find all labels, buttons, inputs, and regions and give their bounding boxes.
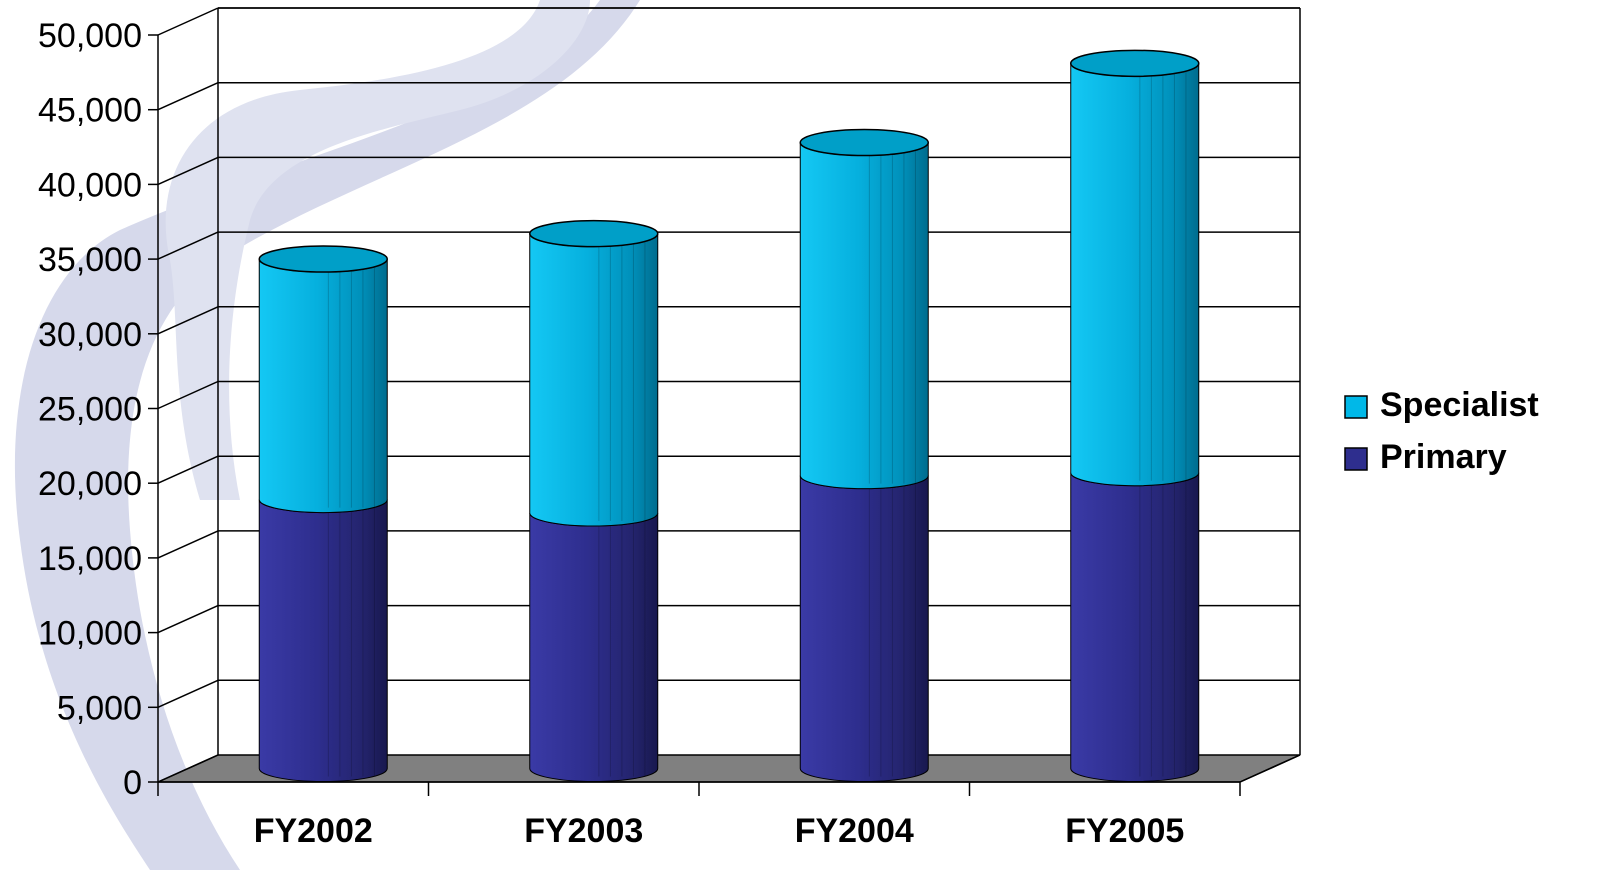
y-tick-label: 50,000	[38, 17, 142, 55]
y-tick-label: 35,000	[38, 241, 142, 279]
bar-segment-primary	[258, 499, 388, 782]
bar-segment-primary	[799, 475, 929, 782]
gridline-side	[157, 604, 219, 634]
gridline-side	[157, 455, 219, 484]
y-tick-label: 0	[123, 764, 142, 802]
plot-area: 0 5,000 10,000 15,000 20,000 25,000 30,000 35,0…	[38, 7, 1301, 850]
bar-segment-specialist	[529, 233, 659, 527]
legend-label-primary: Primary	[1380, 438, 1507, 476]
y-tick-label: 15,000	[38, 540, 142, 578]
y-tick-label: 25,000	[38, 391, 142, 429]
legend-swatch-specialist	[1344, 395, 1368, 419]
bar-segment-specialist	[258, 258, 388, 514]
gridline-side	[157, 7, 219, 36]
legend-swatch-primary	[1344, 447, 1368, 471]
bar-top-cap	[1070, 49, 1200, 78]
bar-segment-primary	[529, 512, 659, 782]
gridline-side	[157, 82, 219, 111]
gridline-side	[157, 754, 219, 783]
gridline-side	[157, 231, 219, 260]
watermark-swirl-inner	[165, 0, 590, 500]
legend-label-specialist: Specialist	[1380, 386, 1539, 424]
bar-top-cap	[799, 128, 929, 157]
gridline-side	[157, 306, 219, 335]
background-watermark	[14, 0, 640, 870]
bar-segment-primary	[1070, 472, 1200, 782]
bar-segment-specialist	[799, 142, 929, 490]
y-tick-label: 20,000	[38, 465, 142, 503]
bar-top-cap	[258, 245, 388, 273]
bar-top-cap	[529, 219, 659, 248]
gridline-side	[157, 530, 219, 559]
x-category-label: FY2003	[524, 812, 643, 850]
gridline-side	[157, 380, 219, 410]
gridline-side	[157, 679, 219, 708]
legend: Specialist Primary	[1344, 386, 1539, 476]
y-tick-label: 40,000	[38, 166, 142, 204]
y-tick-label: 5,000	[57, 689, 142, 727]
y-tick-label: 30,000	[38, 316, 142, 354]
y-tick-label: 45,000	[38, 92, 142, 130]
floor-right-edge	[1239, 754, 1301, 783]
x-category-label: FY2005	[1065, 812, 1184, 850]
y-tick-label: 10,000	[38, 615, 142, 653]
gridline-side	[157, 156, 219, 186]
x-category-label: FY2002	[254, 812, 373, 850]
x-category-label: FY2004	[795, 812, 914, 850]
bar-segment-specialist	[1070, 63, 1200, 487]
